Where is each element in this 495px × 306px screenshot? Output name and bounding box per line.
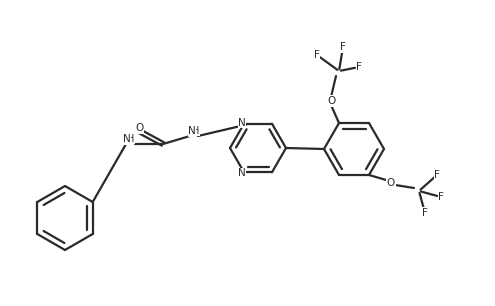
Text: F: F <box>314 50 320 60</box>
Text: F: F <box>422 208 428 218</box>
Text: F: F <box>434 170 440 180</box>
Text: O: O <box>387 178 395 188</box>
Text: N: N <box>123 134 131 144</box>
Text: F: F <box>356 62 362 72</box>
Text: N: N <box>188 126 196 136</box>
Text: F: F <box>340 42 346 52</box>
Text: H: H <box>193 126 199 136</box>
Text: N: N <box>238 118 246 128</box>
Text: F: F <box>438 192 444 202</box>
Text: N: N <box>238 168 246 178</box>
Text: H: H <box>127 134 135 144</box>
Text: O: O <box>135 123 143 133</box>
Text: O: O <box>328 96 336 106</box>
